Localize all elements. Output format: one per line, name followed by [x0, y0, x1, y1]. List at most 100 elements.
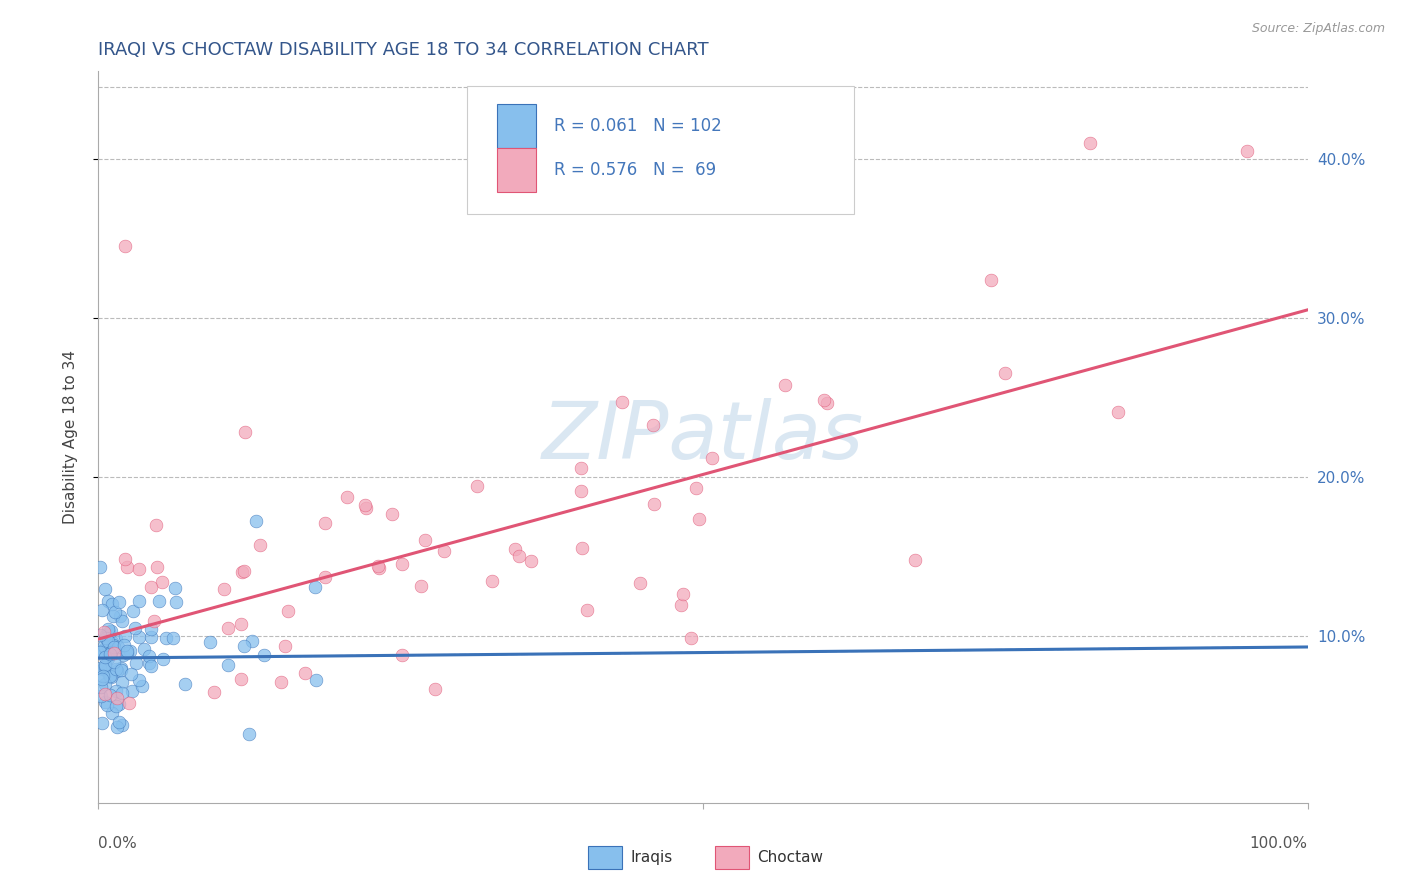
Point — [481, 574, 503, 588]
Text: Iraqis: Iraqis — [630, 850, 672, 865]
Point — [411, 578, 433, 592]
Point — [100, 669, 122, 683]
Point — [115, 560, 138, 574]
Point — [304, 580, 326, 594]
Point — [700, 450, 723, 465]
Point — [138, 656, 160, 670]
Point — [89, 660, 111, 674]
Point — [132, 642, 155, 657]
Text: R = 0.576   N =  69: R = 0.576 N = 69 — [554, 161, 717, 179]
Text: 0.0%: 0.0% — [98, 836, 138, 851]
Point — [433, 544, 456, 558]
Point — [145, 517, 167, 532]
Point — [121, 683, 143, 698]
Point — [89, 628, 111, 642]
Point — [465, 479, 488, 493]
Point — [114, 629, 136, 643]
Point — [425, 681, 447, 696]
Point — [107, 714, 129, 729]
Text: Source: ZipAtlas.com: Source: ZipAtlas.com — [1251, 22, 1385, 36]
Point — [571, 483, 593, 498]
Point — [571, 461, 593, 475]
Point — [238, 727, 260, 741]
Point — [94, 657, 117, 672]
Point — [231, 566, 253, 580]
Point — [128, 673, 150, 688]
Point — [142, 614, 165, 628]
Point — [520, 554, 543, 568]
Point — [336, 490, 359, 504]
Point — [111, 614, 134, 628]
Point — [98, 637, 121, 651]
Point — [131, 679, 153, 693]
Point — [111, 674, 134, 689]
Point — [98, 648, 121, 662]
Point — [165, 595, 187, 609]
Point — [628, 575, 651, 590]
Point — [105, 691, 128, 706]
Point — [356, 500, 378, 515]
Point — [112, 638, 135, 652]
Point — [105, 684, 128, 698]
Point — [108, 595, 131, 609]
FancyBboxPatch shape — [716, 846, 749, 870]
Text: ZIPatlas: ZIPatlas — [541, 398, 865, 476]
Point — [1078, 136, 1101, 150]
Point — [413, 533, 436, 548]
Point — [367, 561, 389, 575]
Point — [97, 622, 120, 636]
Point — [98, 689, 121, 703]
Point — [146, 559, 169, 574]
Point — [152, 652, 174, 666]
Point — [381, 507, 404, 521]
Point — [110, 661, 132, 675]
Point — [641, 417, 664, 432]
Point — [508, 549, 530, 564]
Point — [391, 558, 413, 572]
Point — [174, 677, 197, 691]
Point — [980, 273, 1002, 287]
Point — [1236, 144, 1258, 158]
Point — [214, 582, 236, 597]
Point — [93, 582, 115, 596]
Point — [815, 396, 838, 410]
Point — [233, 425, 256, 439]
Point — [139, 658, 162, 673]
Point — [94, 631, 117, 645]
Point — [100, 597, 122, 611]
Point — [115, 646, 138, 660]
Point — [93, 695, 115, 709]
Point — [1107, 405, 1129, 419]
Point — [165, 581, 187, 595]
Point — [128, 630, 150, 644]
Point — [111, 648, 134, 662]
Point — [94, 640, 117, 655]
Point — [120, 667, 142, 681]
Point — [97, 634, 120, 648]
Point — [305, 673, 328, 688]
Point — [108, 697, 131, 711]
Point — [217, 658, 239, 673]
Point — [97, 625, 120, 640]
Point — [104, 632, 127, 646]
Point — [231, 672, 253, 686]
Point — [111, 718, 134, 732]
Point — [110, 663, 132, 677]
FancyBboxPatch shape — [498, 148, 536, 192]
Point — [643, 497, 665, 511]
Point — [575, 603, 598, 617]
Point — [91, 644, 114, 658]
Y-axis label: Disability Age 18 to 34: Disability Age 18 to 34 — [63, 350, 77, 524]
Point — [672, 587, 695, 601]
Point — [245, 514, 267, 528]
Point — [90, 715, 112, 730]
Point — [571, 541, 593, 556]
Point — [681, 631, 703, 645]
Point — [100, 670, 122, 684]
Text: Choctaw: Choctaw — [758, 850, 824, 865]
Point — [217, 622, 239, 636]
Point — [94, 649, 117, 664]
Point — [314, 570, 336, 584]
Point — [685, 482, 707, 496]
Point — [93, 624, 115, 639]
